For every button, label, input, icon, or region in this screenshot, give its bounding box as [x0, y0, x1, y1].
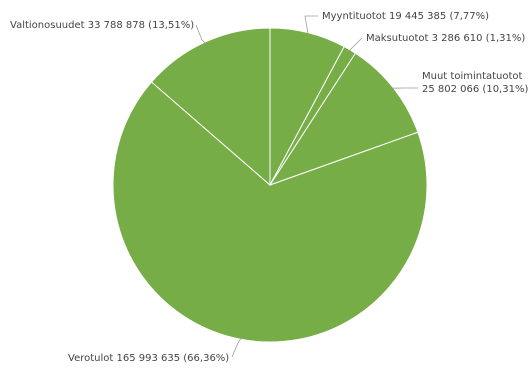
slice-label-maksutuotot: Maksutuotot 3 286 610 (1,31%): [366, 33, 525, 44]
slice-labels: Myyntituotot 19 445 385 (7,77%) Maksutuot…: [10, 11, 528, 364]
slice-label-valtionosuudet: Valtionosuudet 33 788 878 (13,51%): [10, 20, 194, 31]
leader-line-valtionosuudet: [195, 24, 206, 44]
leader-lines: [195, 15, 418, 358]
slice-label-muut-toimintatuotot: Muut toimintatuotot 25 802 066 (10,31%): [422, 71, 528, 95]
pie-slices: [112, 27, 428, 343]
slice-label-verotulot: Verotulot 165 993 635 (66,36%): [68, 353, 229, 364]
pie-slice-muut-toimintatuotot: [268, 52, 419, 186]
slice-label-myyntituotot: Myyntituotot 19 445 385 (7,77%): [322, 11, 489, 22]
leader-line-maksutuotot: [349, 37, 363, 51]
leader-line-myyntituotot: [304, 15, 318, 34]
leader-line-verotulot: [231, 338, 242, 358]
